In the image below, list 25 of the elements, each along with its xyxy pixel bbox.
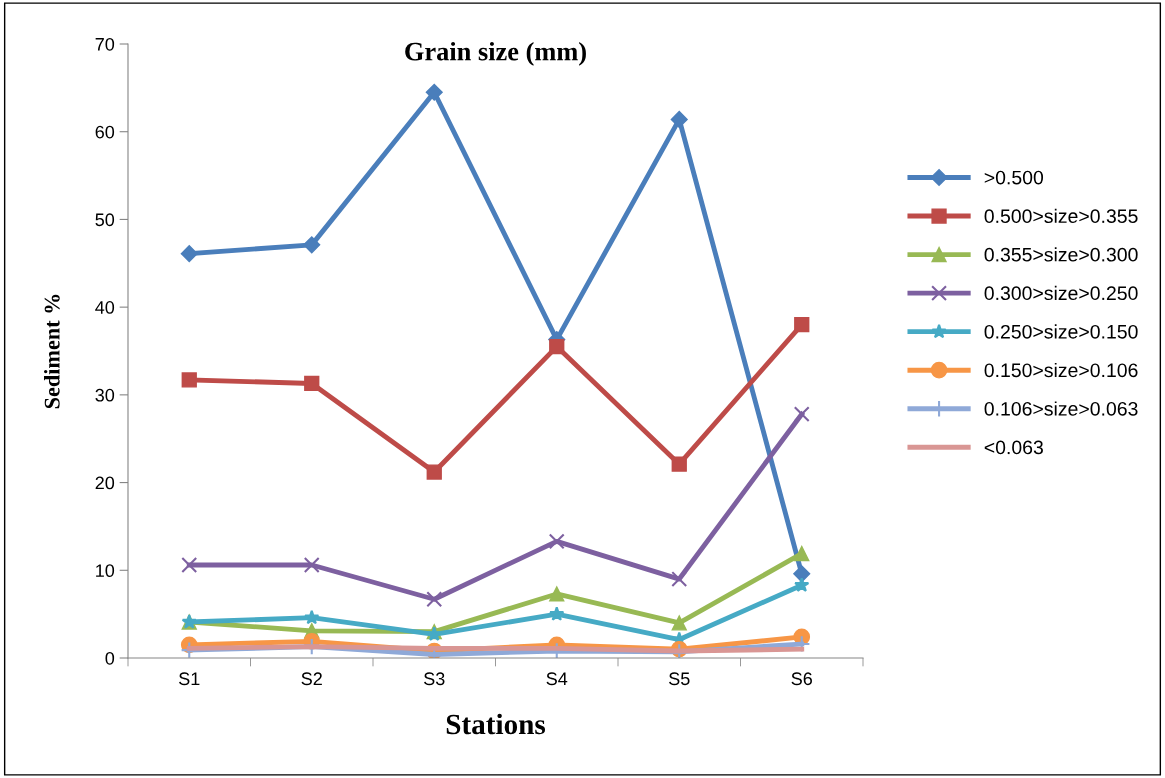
legend-label: 0.106>size>0.063 xyxy=(984,401,1138,416)
legend-label: >0.500 xyxy=(984,170,1044,185)
x-tick-label: S1 xyxy=(179,672,200,686)
legend-label: 0.355>size>0.300 xyxy=(984,247,1138,262)
y-axis-title: Sediment % xyxy=(44,294,60,409)
y-tick-label: 10 xyxy=(96,564,115,578)
legend-label: 0.150>size>0.106 xyxy=(984,362,1138,378)
legend-label: <0.063 xyxy=(984,440,1043,455)
x-tick-label: S2 xyxy=(301,672,322,686)
y-tick-label: 0 xyxy=(105,651,115,665)
legend-label: 0.300>size>0.250 xyxy=(984,285,1138,301)
y-tick-label: 20 xyxy=(95,476,115,490)
x-tick-label: S6 xyxy=(791,672,812,686)
y-tick-label: 40 xyxy=(95,301,115,314)
y-tick-label: 30 xyxy=(95,388,115,402)
y-tick-label: 60 xyxy=(95,125,115,139)
legend-label: 0.500>size>0.355 xyxy=(984,208,1138,224)
x-tick-label: S4 xyxy=(546,672,568,686)
y-tick-label: 50 xyxy=(95,213,115,227)
x-tick-label: S3 xyxy=(424,672,445,686)
chart-title: Grain size (mm) xyxy=(405,41,586,66)
x-axis-title: Stations xyxy=(446,713,546,735)
legend-label: 0.250>size>0.150 xyxy=(984,324,1138,339)
x-tick-label: S5 xyxy=(669,672,690,686)
y-tick-label: 70 xyxy=(95,37,115,51)
